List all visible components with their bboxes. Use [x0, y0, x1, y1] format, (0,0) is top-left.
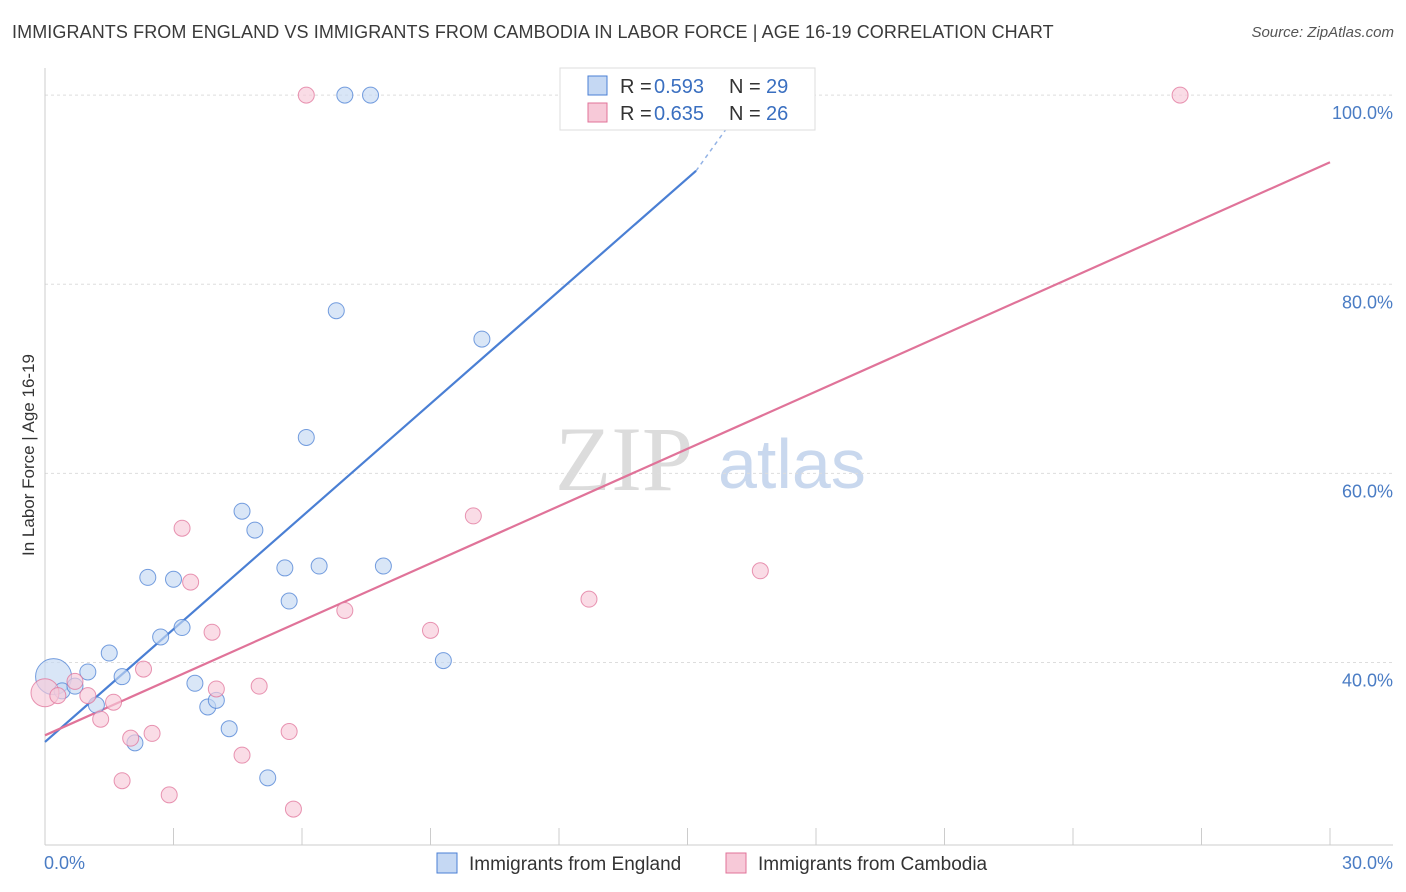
point-england-6 — [113, 668, 131, 686]
legend-n-value-england: 29 — [766, 76, 788, 98]
axes — [44, 68, 1393, 846]
point-cambodia-7 — [122, 729, 140, 747]
point-england-28 — [473, 330, 491, 348]
point-england-19 — [276, 559, 294, 577]
point-cambodia-25 — [1171, 86, 1189, 104]
legend-swatch-cambodia — [587, 102, 608, 123]
gridlines — [45, 94, 1393, 663]
point-cambodia-9 — [143, 724, 161, 742]
y-tick-label-80: 80.0% — [1342, 292, 1393, 312]
point-england-10 — [165, 570, 182, 588]
point-cambodia-20 — [336, 601, 354, 619]
point-england-17 — [246, 521, 264, 539]
point-cambodia-14 — [207, 680, 225, 698]
legend: R = 0.593 N = 29 R = 0.635 N = 26 — [559, 67, 816, 131]
point-cambodia-11 — [173, 519, 191, 537]
trend-lines — [44, 128, 1331, 743]
point-england-23 — [327, 302, 345, 320]
point-england-20 — [280, 592, 298, 610]
point-cambodia-18 — [284, 800, 302, 818]
bottom-legend-swatch-cambodia — [725, 852, 747, 874]
y-axis-label: In Labor Force | Age 16-19 — [19, 354, 38, 556]
point-cambodia-1 — [49, 687, 67, 705]
y-tick-label-100: 100.0% — [1332, 103, 1393, 123]
bottom-legend: Immigrants from England Immigrants from … — [436, 852, 988, 875]
legend-r-value-cambodia: 0.635 — [654, 103, 704, 125]
point-england-25 — [362, 86, 380, 104]
point-cambodia-19 — [297, 86, 315, 104]
point-england-26 — [374, 557, 392, 575]
point-cambodia-16 — [250, 677, 268, 695]
bottom-legend-label-england: Immigrants from England — [469, 854, 681, 875]
point-cambodia-3 — [79, 687, 97, 705]
legend-r-label-cambodia: R = — [620, 103, 652, 125]
point-england-3 — [79, 663, 97, 681]
point-cambodia-4 — [92, 710, 110, 728]
point-england-15 — [220, 720, 238, 738]
bottom-legend-swatch-england — [436, 852, 458, 874]
y-tick-label-40: 40.0% — [1342, 670, 1393, 690]
legend-r-label-england: R = — [620, 76, 652, 98]
point-england-9 — [152, 628, 170, 646]
point-cambodia-10 — [160, 786, 178, 804]
point-cambodia-17 — [280, 723, 298, 741]
point-cambodia-24 — [751, 562, 769, 580]
point-england-8 — [139, 568, 157, 586]
point-cambodia-22 — [464, 507, 482, 525]
legend-n-label-england: N = — [729, 76, 761, 98]
chart-title: IMMIGRANTS FROM ENGLAND VS IMMIGRANTS FR… — [12, 22, 1054, 42]
data-points — [30, 86, 1189, 818]
point-england-5 — [100, 644, 118, 662]
point-cambodia-5 — [105, 693, 123, 711]
trend-line-england — [44, 169, 697, 743]
point-england-11 — [173, 619, 191, 637]
watermark-zip: ZIP — [555, 408, 693, 510]
point-england-18 — [259, 769, 277, 787]
watermark-atlas: atlas — [718, 425, 866, 503]
legend-swatch-england — [587, 75, 608, 96]
point-cambodia-8 — [135, 660, 153, 678]
x-tick-label-max: 30.0% — [1342, 853, 1393, 873]
trend-line-cambodia — [44, 161, 1331, 737]
point-england-12 — [186, 674, 204, 692]
point-england-22 — [310, 557, 328, 575]
source-label: Source: ZipAtlas.com — [1251, 24, 1394, 41]
point-cambodia-2 — [66, 672, 84, 690]
point-cambodia-13 — [203, 623, 221, 641]
legend-n-label-cambodia: N = — [729, 103, 761, 125]
y-tick-label-60: 60.0% — [1342, 481, 1393, 501]
x-tick-label-min: 0.0% — [44, 853, 85, 873]
point-england-27 — [434, 652, 452, 670]
point-cambodia-12 — [182, 573, 200, 591]
legend-r-value-england: 0.593 — [654, 76, 704, 98]
point-england-16 — [233, 502, 251, 520]
point-cambodia-21 — [422, 621, 439, 639]
point-england-21 — [297, 428, 315, 446]
point-cambodia-15 — [233, 746, 251, 764]
trend-line-dashed-england — [695, 128, 727, 172]
y-tick-labels: 40.0% 60.0% 80.0% 100.0% — [1332, 103, 1393, 690]
point-cambodia-23 — [580, 590, 598, 608]
legend-n-value-cambodia: 26 — [766, 103, 788, 125]
point-england-24 — [336, 86, 354, 104]
bottom-legend-label-cambodia: Immigrants from Cambodia — [758, 854, 988, 875]
point-cambodia-6 — [113, 772, 131, 790]
